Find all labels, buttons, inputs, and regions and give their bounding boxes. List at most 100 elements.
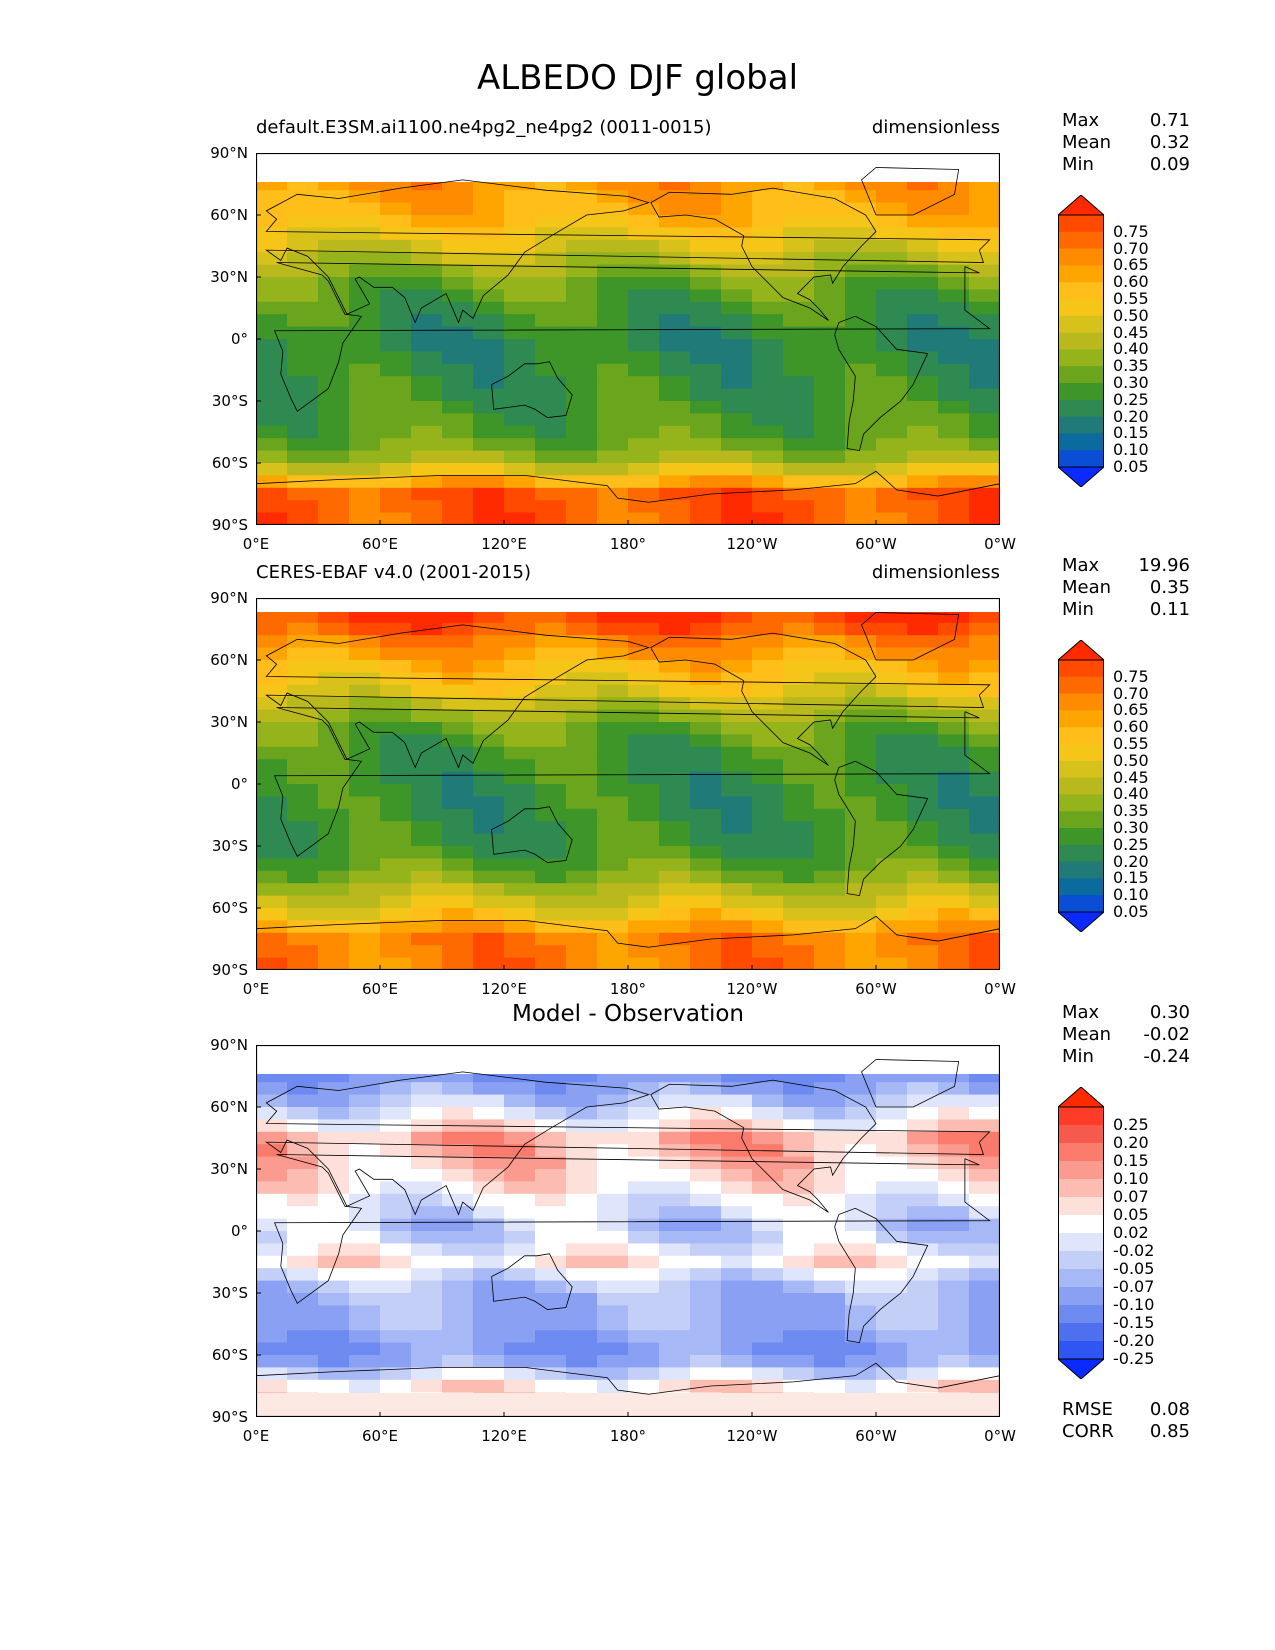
map-cell — [411, 277, 443, 290]
map-cell — [907, 1218, 939, 1232]
map-cell — [504, 500, 536, 514]
map-cell — [628, 1156, 660, 1170]
map-cell — [783, 500, 815, 514]
map-cell — [690, 512, 722, 525]
map-cell — [535, 1144, 567, 1158]
map-cell — [814, 376, 846, 390]
map-cell — [256, 684, 288, 698]
map-cell — [876, 908, 908, 921]
map-cell — [783, 672, 815, 686]
map-cell — [814, 1305, 846, 1319]
coastline — [861, 1059, 960, 1108]
map-cell — [256, 734, 288, 748]
map-cell — [535, 487, 567, 501]
map-cell — [287, 301, 319, 315]
map-cell — [287, 388, 319, 402]
map-cell — [535, 512, 567, 525]
map-cell — [628, 301, 660, 315]
map-cell — [473, 684, 505, 698]
map-cell — [876, 660, 908, 673]
map-cell — [411, 339, 443, 352]
x-tick-label: 180° — [609, 980, 647, 998]
map-cell — [783, 610, 815, 624]
coastline — [274, 707, 991, 857]
map-cell — [628, 1293, 660, 1306]
map-cell — [907, 920, 939, 934]
map-cell — [721, 697, 753, 711]
map-cell — [783, 784, 815, 797]
map-cell — [473, 1218, 505, 1232]
map-cell — [349, 202, 381, 216]
map-cell — [783, 858, 815, 872]
stat-value: 19.96 — [1138, 555, 1190, 576]
colorbar-segment — [1058, 383, 1104, 401]
map-cell — [349, 500, 381, 514]
map-cell — [845, 895, 877, 909]
map-cell — [721, 895, 753, 909]
map-cell — [318, 759, 350, 773]
map-cell — [938, 1293, 970, 1306]
map-cell — [535, 945, 567, 959]
map-cell — [287, 438, 319, 452]
map-cell — [349, 487, 381, 501]
map-cell — [256, 1379, 288, 1393]
stat-value: -0.24 — [1143, 1046, 1190, 1067]
map-cell — [566, 1094, 598, 1108]
map-cell — [721, 808, 753, 822]
map-cell — [907, 363, 939, 377]
map-cell — [473, 351, 505, 365]
map-cell — [597, 796, 629, 810]
map-cell — [442, 722, 474, 735]
map-cell — [752, 1355, 784, 1368]
map-cell — [566, 326, 598, 340]
map-cell — [442, 908, 474, 921]
map-cell — [535, 326, 567, 340]
map-cell — [907, 487, 939, 501]
map-cell — [721, 500, 753, 514]
map-cell — [876, 1255, 908, 1269]
map-cell — [628, 722, 660, 735]
map-cell — [659, 314, 691, 328]
map-cell — [411, 610, 443, 624]
coastline — [650, 187, 877, 321]
map-cell — [473, 858, 505, 872]
map-cell — [349, 957, 381, 970]
map-cell — [380, 870, 412, 884]
map-cell — [256, 463, 288, 476]
map-cell — [256, 1367, 288, 1381]
map-cell — [752, 500, 784, 514]
map-cell — [566, 376, 598, 390]
map-cell — [380, 388, 412, 402]
map-cell — [256, 660, 288, 673]
map-cell — [659, 1255, 691, 1269]
map-cell — [969, 833, 1000, 847]
map-cell — [318, 1367, 350, 1381]
x-tick-label: 120°E — [481, 535, 527, 553]
colorbar-tick-label: -0.10 — [1113, 1295, 1155, 1314]
map-cell — [752, 438, 784, 452]
map-cell — [938, 227, 970, 241]
map-cell — [380, 202, 412, 216]
map-cell — [721, 784, 753, 797]
map-cell — [442, 821, 474, 835]
map-cell — [690, 301, 722, 315]
map-cell — [256, 289, 288, 303]
map-cell — [876, 883, 908, 897]
map-cell — [535, 1082, 567, 1096]
colorbar-extend-max — [1056, 1086, 1106, 1108]
map-cell — [566, 697, 598, 711]
stat-value: 0.32 — [1149, 132, 1190, 153]
map-cell — [814, 463, 846, 476]
map-cell — [814, 1144, 846, 1158]
map-cell — [411, 635, 443, 649]
map-cell — [287, 1131, 319, 1145]
map-cell — [380, 239, 412, 253]
map-cell — [535, 264, 567, 278]
map-cell — [473, 622, 505, 636]
map-cell — [938, 709, 970, 723]
map-cell — [566, 388, 598, 402]
map-cell — [845, 450, 877, 464]
map-cell — [380, 1317, 412, 1331]
map-cell — [814, 1355, 846, 1368]
map-cell — [597, 883, 629, 897]
